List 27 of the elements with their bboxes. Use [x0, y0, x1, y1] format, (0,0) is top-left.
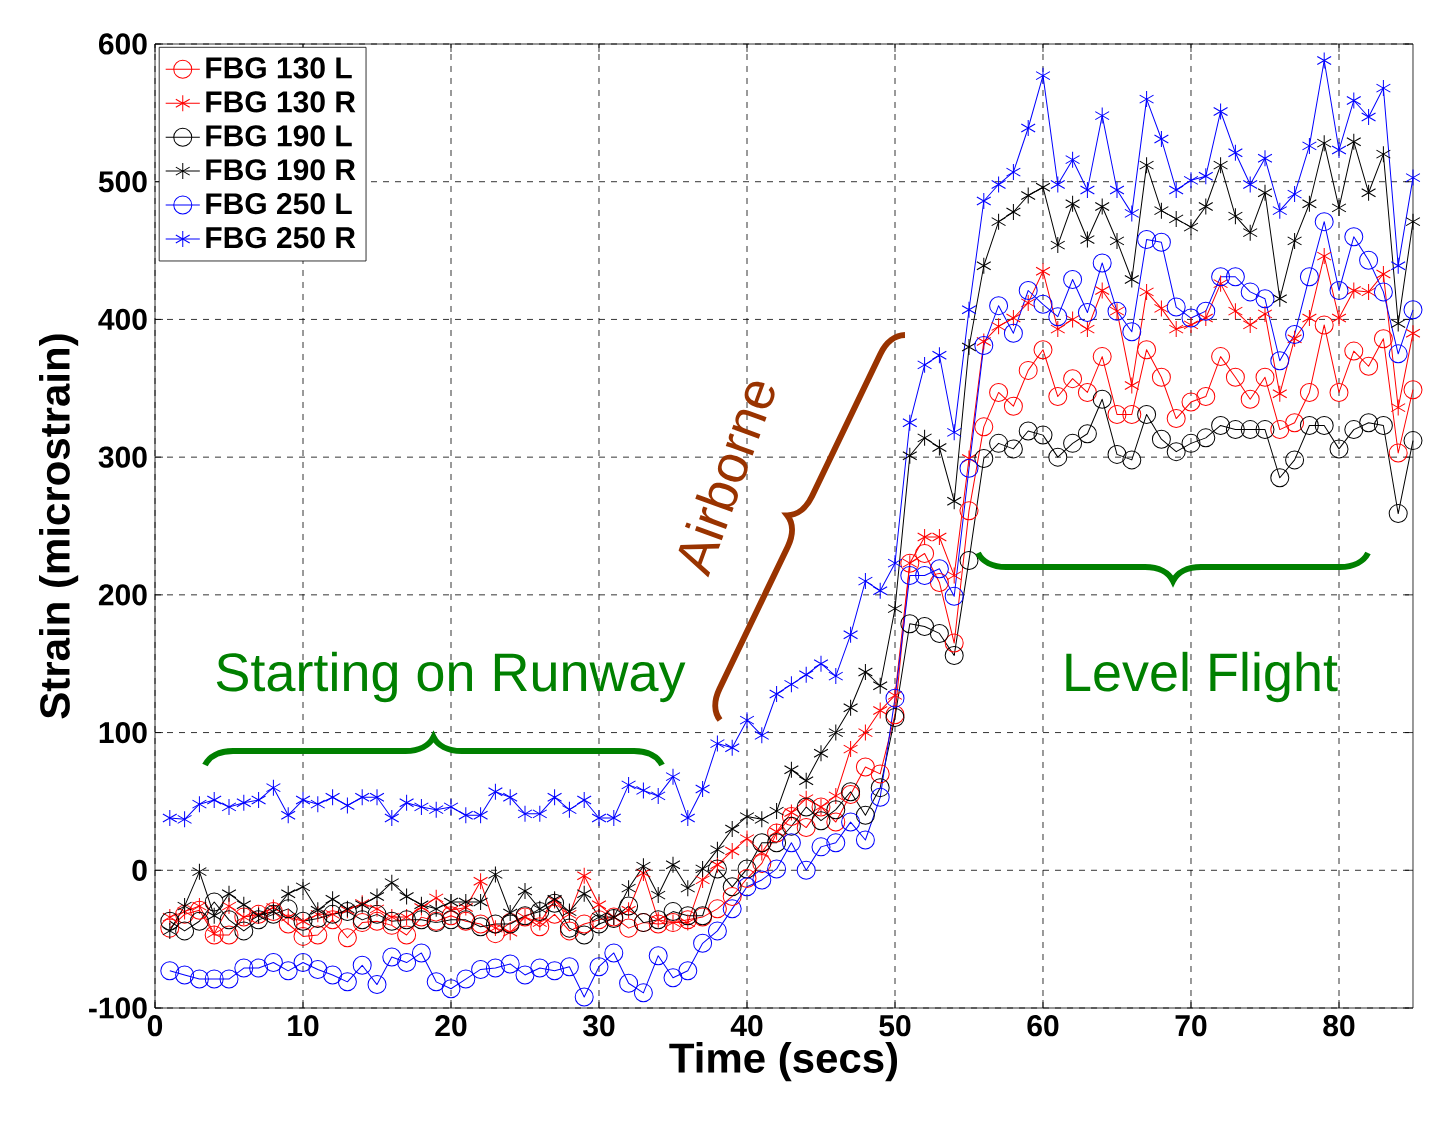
- x-tick-label: 20: [435, 1015, 467, 1037]
- y-tick-label: 300: [98, 446, 147, 468]
- x-tick-label: 30: [583, 1015, 615, 1037]
- legend-label: FBG 250 R: [206, 227, 356, 249]
- y-tick-label: 0: [132, 859, 147, 881]
- x-tick-label: 0: [147, 1015, 163, 1037]
- legend-label: FBG 190 L: [206, 125, 352, 147]
- y-tick-label: 100: [99, 721, 147, 744]
- y-tick-label: 200: [98, 584, 147, 606]
- annotation: Starting on Runway: [216, 651, 686, 703]
- legend-label: FBG 130 R: [206, 91, 356, 113]
- x-tick-label: 80: [1323, 1015, 1355, 1037]
- legend-label: FBG 190 R: [206, 159, 356, 181]
- y-tick-label: 400: [98, 308, 147, 331]
- x-tick-label: 60: [1027, 1015, 1059, 1037]
- x-tick-label: 70: [1175, 1015, 1207, 1037]
- legend-label: FBG 250 L: [206, 193, 352, 215]
- y-axis-title: Strain (microstrain): [39, 334, 79, 719]
- x-axis-title: Time (secs): [669, 1042, 898, 1082]
- x-tick-label: 50: [879, 1015, 911, 1037]
- y-tick-label: 600: [98, 33, 147, 55]
- legend-label: FBG 130 L: [206, 57, 352, 79]
- x-tick-label: 10: [288, 1015, 319, 1037]
- x-tick-label: 40: [730, 1015, 763, 1037]
- annotation: Level Flight: [1066, 651, 1338, 703]
- y-tick-label: -100: [89, 997, 147, 1019]
- y-tick-label: 500: [98, 171, 147, 193]
